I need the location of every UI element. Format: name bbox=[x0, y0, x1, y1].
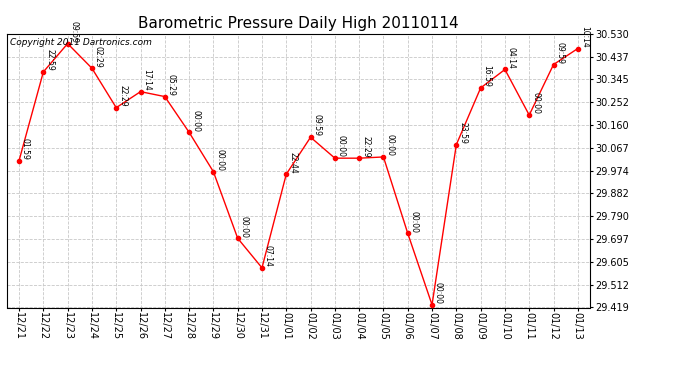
Text: 02:29: 02:29 bbox=[94, 46, 103, 68]
Text: 01:59: 01:59 bbox=[21, 138, 30, 160]
Text: 00:00: 00:00 bbox=[410, 211, 419, 232]
Text: 05:29: 05:29 bbox=[167, 74, 176, 96]
Text: Copyright 2011 Dartronics.com: Copyright 2011 Dartronics.com bbox=[10, 38, 152, 47]
Text: 22:29: 22:29 bbox=[361, 136, 370, 158]
Text: 22:29: 22:29 bbox=[118, 85, 127, 107]
Text: 00:00: 00:00 bbox=[191, 110, 200, 132]
Text: 10:14: 10:14 bbox=[580, 26, 589, 48]
Text: 22:59: 22:59 bbox=[46, 50, 55, 71]
Text: 09:59: 09:59 bbox=[70, 21, 79, 43]
Text: 00:00: 00:00 bbox=[434, 282, 443, 304]
Text: 23:59: 23:59 bbox=[458, 122, 467, 144]
Text: 00:00: 00:00 bbox=[337, 135, 346, 158]
Text: 00:00: 00:00 bbox=[215, 149, 224, 171]
Text: 22:44: 22:44 bbox=[288, 152, 297, 174]
Text: 17:14: 17:14 bbox=[142, 69, 152, 91]
Title: Barometric Pressure Daily High 20110114: Barometric Pressure Daily High 20110114 bbox=[138, 16, 459, 31]
Text: 00:00: 00:00 bbox=[386, 134, 395, 156]
Text: 07:14: 07:14 bbox=[264, 245, 273, 267]
Text: 00:00: 00:00 bbox=[531, 92, 540, 114]
Text: 00:00: 00:00 bbox=[239, 216, 248, 237]
Text: 04:14: 04:14 bbox=[507, 47, 516, 69]
Text: 09:59: 09:59 bbox=[313, 114, 322, 136]
Text: 16:59: 16:59 bbox=[482, 65, 491, 87]
Text: 09:59: 09:59 bbox=[555, 42, 564, 64]
